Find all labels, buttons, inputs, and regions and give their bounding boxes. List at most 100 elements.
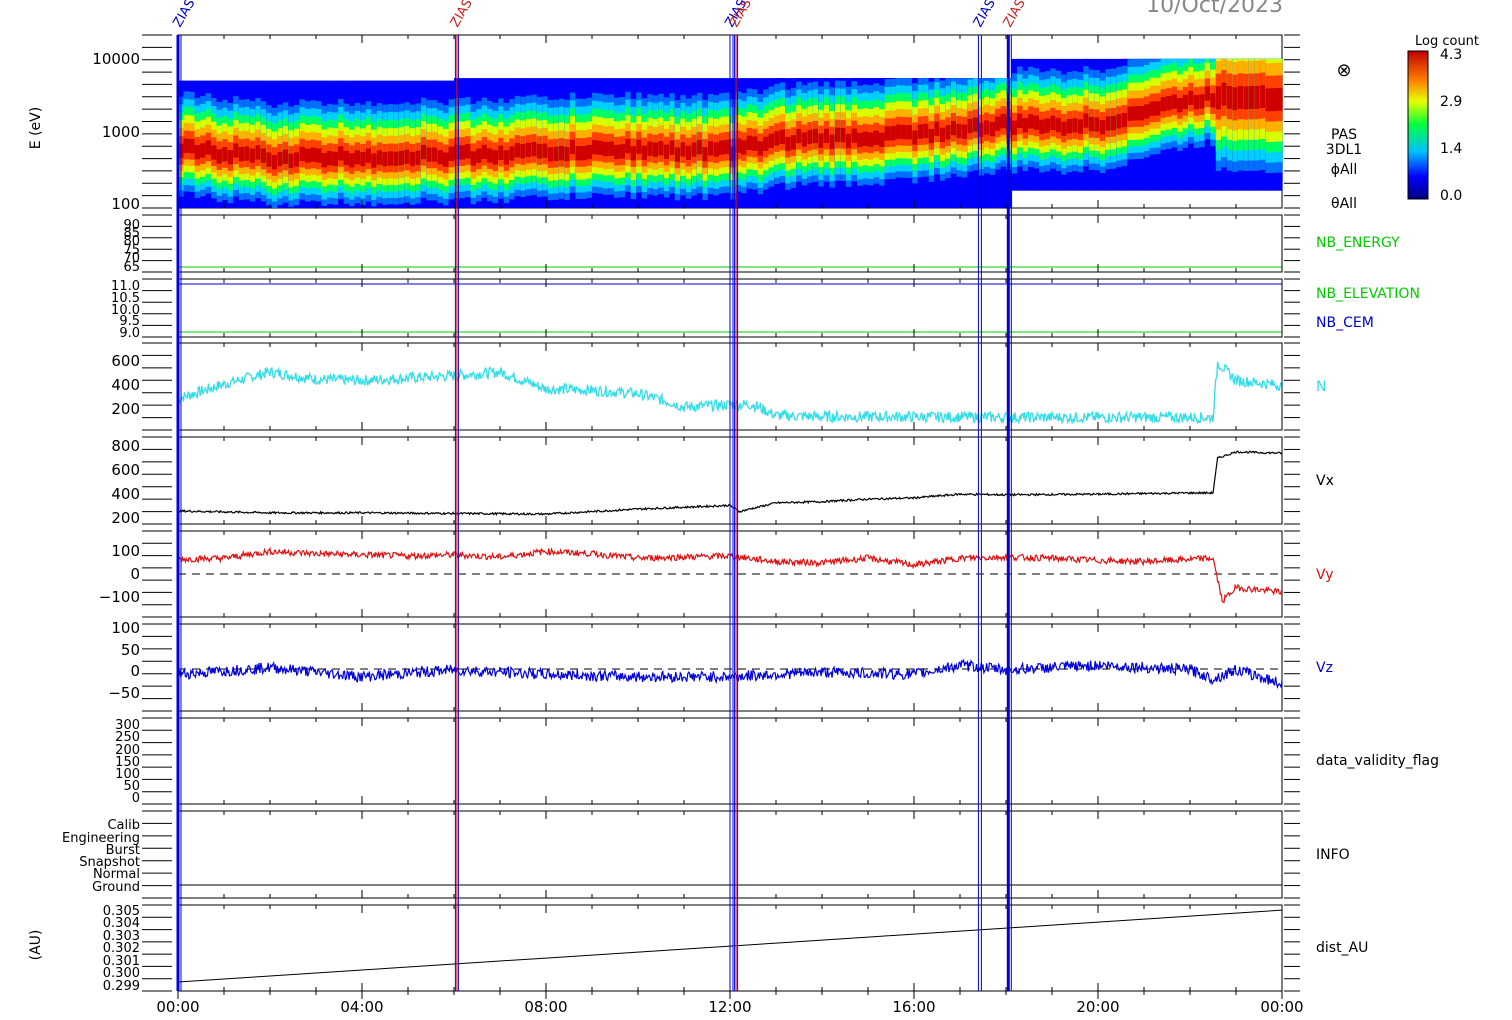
spectrogram-cell [829,134,836,149]
spectrogram-cell [569,139,576,155]
spectrogram-cell [680,142,687,157]
spectrogram-cell [868,132,875,147]
spectrogram-cell [1099,120,1106,135]
spectrogram-cell [1265,88,1272,112]
spectrogram-cell [823,128,830,143]
spectrogram-cell [387,151,394,166]
spectrogram-cell [1226,86,1233,109]
spectrogram-cell [393,151,400,166]
spectrogram-cell [707,141,714,156]
spectrogram-cell [558,146,565,161]
spectrogram-cell [923,123,930,139]
spectrogram-cell [950,120,957,136]
event-marker-label: ZIAS [971,0,999,30]
spectrogram-cell [597,140,604,155]
spectrogram-cell [211,145,218,160]
y-tick-label: 11.0 [111,279,140,294]
spectrogram-cell [807,129,814,145]
spectrogram-cell [1232,87,1239,111]
y-tick-label: 0.304 [103,916,140,931]
spectrogram-cell [608,141,615,156]
n-panel: 600 400 200 N [111,342,1326,431]
x-tick-label: 00:00 [156,998,199,1016]
spectrogram-cell [277,151,284,167]
y-tick-label: Burst [106,843,140,858]
vy-panel: 100 0 −100 Vy [99,530,1334,618]
y-tick-label: 200 [111,400,140,418]
event-marker-label: ZIAS [727,0,755,30]
spectrogram-cell [1083,113,1090,128]
spectrogram-cell [774,131,781,146]
spectrogram-cell [989,121,996,137]
spectrogram-cell [961,124,968,139]
vy-label: Vy [1316,567,1334,583]
spectrogram-cell [310,147,317,162]
y-tick-label: 75 [123,243,140,258]
x-axis: 00:00 04:00 08:00 12:00 16:00 20:00 00:0… [156,998,1303,1016]
spectrogram-cell [404,149,411,164]
spectrogram-cell [227,150,234,165]
spectrogram-cell [939,127,946,142]
y-tick-label: −50 [108,684,140,702]
spectrogram-cell [443,152,450,167]
y-tick-label: 0.301 [103,954,140,969]
y-tick-label: 65 [123,260,140,275]
spectrogram-cell [603,141,610,157]
spectrogram-cell [349,153,356,168]
spectrogram-cell [741,140,748,155]
spectrogram-cell [658,141,665,156]
info-label: INFO [1316,847,1350,863]
spectrogram-cell [928,128,935,144]
spectrogram-cell [1061,121,1068,136]
spectrogram-cell [713,142,720,157]
y-tick-label: 0.300 [103,966,140,981]
y-tick-label: Snapshot [79,855,140,870]
spectrogram-cell [1254,86,1261,109]
y-tick-label: 100 [115,767,140,782]
info-panel: Calib Engineering Burst Snapshot Normal … [62,810,1350,899]
x-tick-label: 12:00 [708,998,751,1016]
spectrogram-cell [1121,112,1128,128]
spectrogram-cell [696,140,703,155]
instrument-label: θAll [1331,196,1357,212]
spectrogram-cell [420,144,427,160]
validity-flag-label: data_validity_flag [1316,753,1439,769]
spectrogram-cell [244,146,251,161]
spectrogram-cell [757,141,764,156]
y-tick-label: 300 [115,718,140,733]
vx-panel: 800 600 400 200 Vx [111,436,1334,527]
y-tick-label: 90 [123,218,140,233]
y-tick-label: 0.305 [103,904,140,919]
colorbar-tick: 2.9 [1440,94,1462,110]
y-tick-label: 200 [115,743,140,758]
nb-energy-label: NB_ENERGY [1316,235,1400,251]
spectrogram-cell [763,136,770,151]
spectrogram-cell [1188,90,1195,105]
spectrogram-cell [873,130,880,145]
colorbar-tick: 4.3 [1440,47,1462,63]
spectrogram-cell [1066,119,1073,134]
y-tick-label: 150 [115,755,140,770]
spectrogram-cell [238,147,245,162]
nb-elevation-panel: 11.0 10.5 10.0 9.5 9.0 NB_ELEVATION NB_C… [111,278,1420,341]
spectrogram-cell [790,135,797,150]
x-tick-label: 16:00 [892,998,935,1016]
spectrogram-cell [531,142,538,157]
spectrogram-cell [233,143,240,158]
spectrogram-cell [862,131,869,146]
spectrogram-cell [437,150,444,165]
spectrogram-cell [299,146,306,161]
spectrogram-cell [1182,94,1189,110]
spectrogram-cell [1072,118,1079,133]
dist-au-label: dist_AU [1316,940,1368,956]
spectrogram-cell [934,121,941,136]
spectrogram-cell [735,138,742,153]
spectrogram-cell [1171,94,1178,109]
spectrogram-cell [1237,85,1244,109]
n-label: N [1316,379,1326,395]
date-label: 10/Oct/2023 [1146,0,1283,18]
spectrogram-cell [1210,93,1217,108]
y-tick-label: 400 [111,485,140,503]
y-tick-label: 70 [123,251,140,266]
